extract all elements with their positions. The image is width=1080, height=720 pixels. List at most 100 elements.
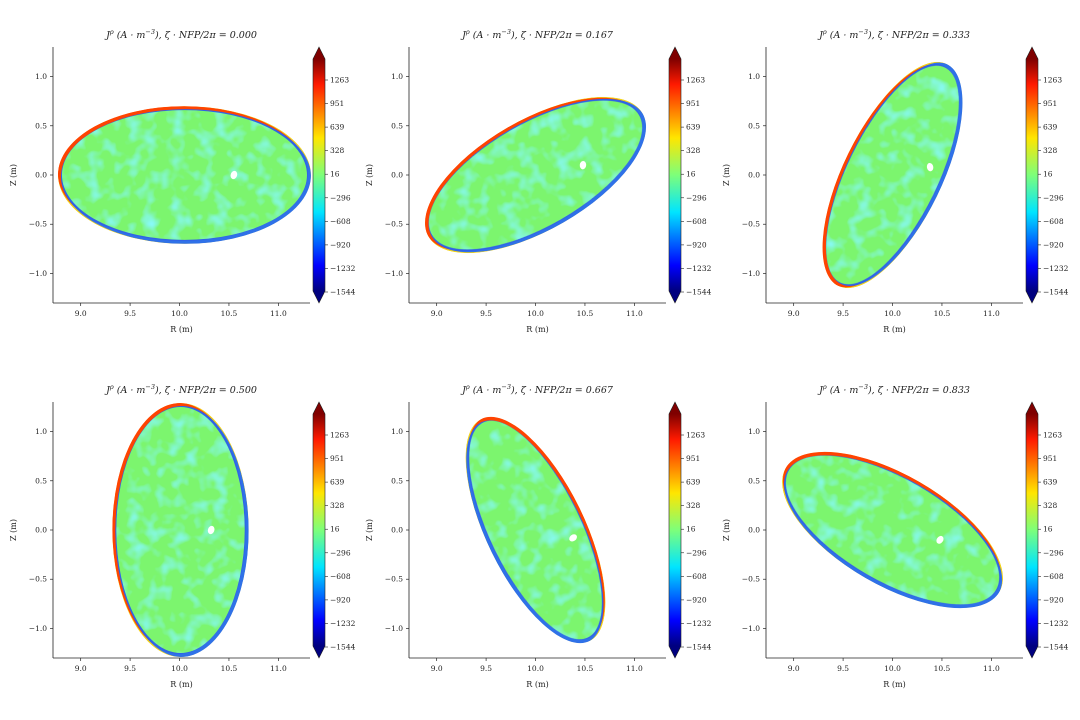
y-tick-label: 1.0 xyxy=(748,72,760,81)
x-axis-label: R (m) xyxy=(170,680,192,689)
colorbar-tick-label: 639 xyxy=(1043,123,1058,132)
panel-title: Jρ (A · m−3), ζ · NFP/2π = 0.833 xyxy=(817,383,970,396)
colorbar-tick-label: −1544 xyxy=(686,643,712,652)
x-tick-label: 10.5 xyxy=(577,664,594,673)
colorbar-tick-label: −1544 xyxy=(330,288,356,297)
x-tick-label: 9.0 xyxy=(75,309,87,318)
colorbar-tick-label: 16 xyxy=(1043,170,1053,179)
colorbar-tick-label: 639 xyxy=(686,123,701,132)
colorbar-tick-label: 951 xyxy=(330,99,344,108)
x-tick-label: 10.5 xyxy=(221,664,238,673)
x-tick-label: 9.0 xyxy=(788,309,800,318)
y-tick-label: 0.5 xyxy=(35,476,47,485)
x-tick-label: 11.0 xyxy=(626,309,643,318)
colorbar-tick-label: −608 xyxy=(686,217,707,226)
x-tick-label: 10.5 xyxy=(577,309,594,318)
y-tick-label: −0.5 xyxy=(29,220,47,229)
panel-title: Jρ (A · m−3), ζ · NFP/2π = 0.333 xyxy=(817,28,970,41)
y-tick-label: 1.0 xyxy=(391,72,403,81)
x-tick-label: 9.0 xyxy=(431,309,443,318)
colorbar: 1263 951 639 328 16 −296 −608 −920 −1232 −1544 xyxy=(1025,46,1069,304)
magnetic-axis xyxy=(926,162,934,172)
colorbar-tick-label: 1263 xyxy=(1043,76,1062,85)
colorbar: 1263 951 639 328 16 −296 −608 −920 −1232 −1544 xyxy=(1025,401,1069,659)
x-tick-label: 9.5 xyxy=(480,664,492,673)
colorbar-tick-label: 328 xyxy=(330,146,345,155)
colorbar-tick-label: −1544 xyxy=(330,643,356,652)
colorbar-extend-max xyxy=(669,402,681,414)
x-tick-label: 9.0 xyxy=(75,664,87,673)
colorbar-extend-min xyxy=(313,646,325,658)
colorbar-tick-label: 328 xyxy=(1043,501,1058,510)
colorbar-tick-label: 16 xyxy=(330,525,340,534)
colorbar-tick-label: 328 xyxy=(686,146,701,155)
colorbar-tick-label: −608 xyxy=(330,217,351,226)
colorbar-tick-label: 16 xyxy=(330,170,340,179)
y-tick-label: −1.0 xyxy=(385,269,403,278)
panel-0.500: Jρ (A · m−3), ζ · NFP/2π = 0.500 9.0 9.5 10… xyxy=(9,383,356,689)
colorbar-tick-label: −608 xyxy=(686,572,707,581)
x-axis-label: R (m) xyxy=(170,325,192,334)
y-tick-label: 0.0 xyxy=(391,171,403,180)
panel-title: Jρ (A · m−3), ζ · NFP/2π = 0.000 xyxy=(104,28,257,41)
colorbar-tick-label: −920 xyxy=(330,240,351,249)
x-tick-label: 11.0 xyxy=(983,309,1000,318)
panel-title: Jρ (A · m−3), ζ · NFP/2π = 0.500 xyxy=(104,383,257,396)
colorbar-tick-label: −920 xyxy=(1043,595,1064,604)
colorbar-tick-label: −296 xyxy=(1043,548,1064,557)
colorbar-tick-label: −920 xyxy=(330,595,351,604)
panel-0.000: Jρ (A · m−3), ζ · NFP/2π = 0.000 9.0 9.5 10… xyxy=(9,28,356,334)
colorbar-tick-label: −1544 xyxy=(1043,288,1069,297)
colorbar-tick-label: 951 xyxy=(330,454,344,463)
colorbar-tick-label: 1263 xyxy=(330,76,349,85)
colorbar-tick-label: 1263 xyxy=(686,431,705,440)
x-tick-label: 9.5 xyxy=(124,309,136,318)
x-tick-label: 11.0 xyxy=(270,309,287,318)
colorbar-tick-label: 328 xyxy=(686,501,701,510)
y-tick-label: 0.5 xyxy=(391,476,403,485)
colorbar: 1263 951 639 328 16 −296 −608 −920 −1232 −1544 xyxy=(668,401,712,659)
y-axis-label: Z (m) xyxy=(365,164,374,186)
y-tick-label: 0.5 xyxy=(748,476,760,485)
y-tick-label: −1.0 xyxy=(742,269,760,278)
colorbar-tick-label: 639 xyxy=(1043,478,1058,487)
x-tick-label: 10.0 xyxy=(171,309,188,318)
colorbar-extend-max xyxy=(1026,402,1038,414)
colorbar-tick-label: −1232 xyxy=(686,619,712,628)
y-tick-label: 1.0 xyxy=(35,427,47,436)
colorbar-tick-label: 1263 xyxy=(330,431,349,440)
x-tick-label: 10.0 xyxy=(884,664,901,673)
y-tick-label: 0.0 xyxy=(391,526,403,535)
colorbar-tick-label: 16 xyxy=(686,525,696,534)
colorbar-tick-label: 16 xyxy=(686,170,696,179)
colorbar: 1263 951 639 328 16 −296 −608 −920 −1232 −1544 xyxy=(312,401,356,659)
x-tick-label: 10.0 xyxy=(527,309,544,318)
y-tick-label: −1.0 xyxy=(385,624,403,633)
y-tick-label: −0.5 xyxy=(742,220,760,229)
y-axis-label: Z (m) xyxy=(722,164,731,186)
colorbar-tick-label: 1263 xyxy=(1043,431,1062,440)
y-tick-label: −1.0 xyxy=(29,624,47,633)
colorbar-tick-label: −296 xyxy=(686,193,707,202)
colorbar-tick-label: −296 xyxy=(686,548,707,557)
x-tick-label: 9.5 xyxy=(837,309,849,318)
x-tick-label: 11.0 xyxy=(626,664,643,673)
colorbar-extend-min xyxy=(1026,646,1038,658)
colorbar-tick-label: −1232 xyxy=(330,619,356,628)
colorbar-tick-label: 639 xyxy=(330,478,345,487)
colorbar: 1263 951 639 328 16 −296 −608 −920 −1232 −1544 xyxy=(312,46,356,304)
panel-0.667: Jρ (A · m−3), ζ · NFP/2π = 0.667 9.0 9.5 10… xyxy=(365,383,712,689)
x-tick-label: 10.5 xyxy=(221,309,238,318)
colorbar-extend-min xyxy=(669,291,681,303)
current-density-map xyxy=(112,402,249,658)
magnetic-axis xyxy=(207,525,215,535)
colorbar-tick-label: −608 xyxy=(330,572,351,581)
colorbar-extend-max xyxy=(1026,47,1038,59)
y-tick-label: 0.0 xyxy=(35,171,47,180)
y-axis-label: Z (m) xyxy=(365,519,374,541)
y-tick-label: 1.0 xyxy=(391,427,403,436)
x-tick-label: 10.0 xyxy=(527,664,544,673)
x-axis-label: R (m) xyxy=(526,325,548,334)
colorbar-tick-label: 639 xyxy=(686,478,701,487)
